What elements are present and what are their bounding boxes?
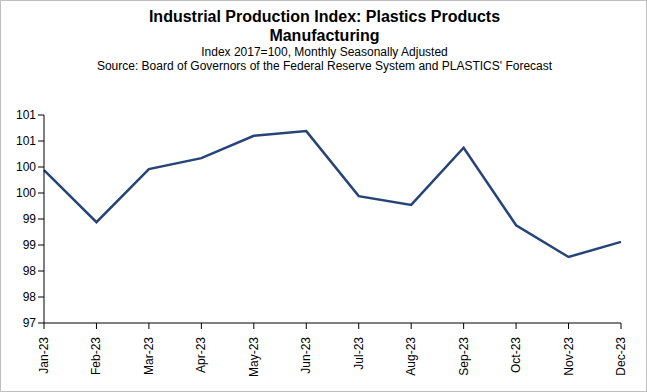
svg-text:Apr-23: Apr-23 xyxy=(194,337,208,373)
svg-text:100: 100 xyxy=(16,160,36,174)
svg-text:May-23: May-23 xyxy=(247,337,261,377)
svg-text:99: 99 xyxy=(23,212,37,226)
svg-text:101: 101 xyxy=(16,108,36,122)
svg-text:99: 99 xyxy=(23,238,37,252)
svg-text:Sep-23: Sep-23 xyxy=(457,337,471,376)
svg-text:Feb-23: Feb-23 xyxy=(89,337,103,375)
svg-text:Jan-23: Jan-23 xyxy=(37,337,51,374)
svg-text:Jun-23: Jun-23 xyxy=(299,337,313,374)
svg-text:98: 98 xyxy=(23,290,37,304)
svg-text:Aug-23: Aug-23 xyxy=(404,337,418,376)
svg-text:Nov-23: Nov-23 xyxy=(562,337,576,376)
svg-text:Jul-23: Jul-23 xyxy=(352,337,366,370)
svg-text:101: 101 xyxy=(16,134,36,148)
svg-text:98: 98 xyxy=(23,264,37,278)
svg-text:100: 100 xyxy=(16,186,36,200)
html-text:Index 2017=100, Monthly Season: Index 2017=100, Monthly Seasonally Adjus… xyxy=(201,45,448,59)
svg-text:Oct-23: Oct-23 xyxy=(509,337,523,373)
html-text:Source: Board of Governors of: Source: Board of Governors of the Federa… xyxy=(96,59,553,73)
svg-text:Dec-23: Dec-23 xyxy=(614,337,628,376)
svg-text:97: 97 xyxy=(23,316,37,330)
html-text:Industrial Production Index: P: Industrial Production Index: Plastics Pr… xyxy=(148,8,501,44)
svg-text:Mar-23: Mar-23 xyxy=(142,337,156,375)
